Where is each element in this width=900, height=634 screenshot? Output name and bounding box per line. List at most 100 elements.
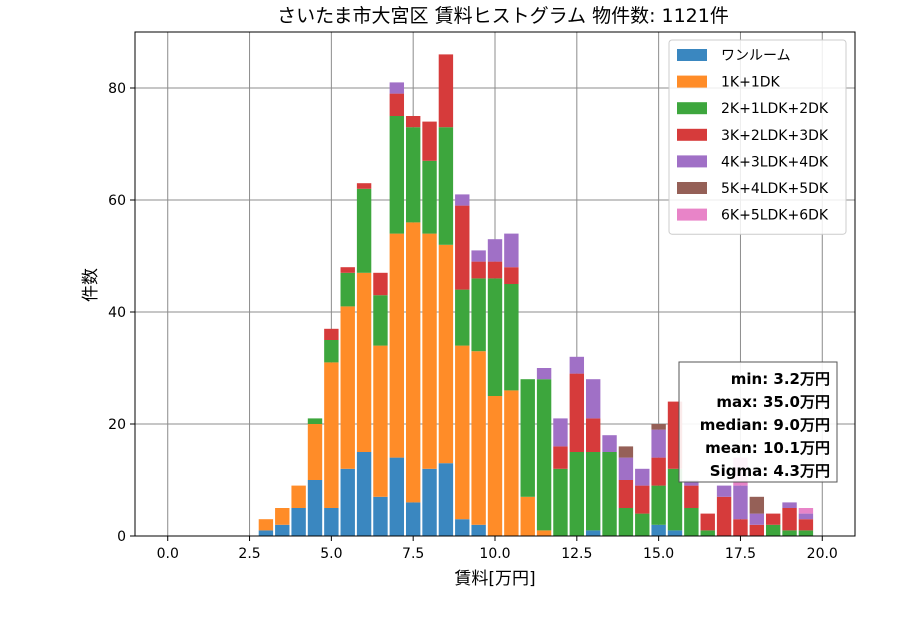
bar-segment-series-1 — [471, 351, 486, 525]
bar-segment-series-3 — [733, 519, 748, 536]
bar-segment-series-4 — [733, 485, 748, 520]
x-tick-label: 12.5 — [561, 546, 592, 562]
legend-swatch — [677, 102, 707, 115]
bar-segment-series-0 — [651, 524, 666, 536]
legend-label: 4K+3LDK+4DK — [721, 154, 829, 170]
bar-segment-series-3 — [716, 496, 732, 536]
bar-segment-series-0 — [455, 519, 470, 536]
bar-segment-series-2 — [487, 278, 503, 396]
bars — [258, 54, 814, 536]
bar-segment-series-4 — [455, 194, 470, 206]
bar-segment-series-0 — [340, 468, 355, 536]
bar-segment-series-4 — [716, 485, 732, 497]
bar-segment-series-2 — [536, 379, 552, 531]
legend-swatch — [677, 75, 707, 88]
bar-segment-series-1 — [324, 362, 339, 508]
stats-line: min: 3.2万円 — [731, 370, 830, 388]
stats-box-frame — [678, 361, 838, 483]
bar-segment-series-2 — [471, 278, 486, 352]
x-tick-label: 20.0 — [807, 546, 838, 562]
bar-segment-series-0 — [405, 502, 421, 536]
legend: ワンルーム 1K+1DK 2K+1LDK+2DK 3K+2LDK+3DK 4K+3LDK… — [668, 39, 847, 235]
y-axis-title: 件数 — [81, 268, 101, 302]
bar-segment-series-2 — [782, 530, 797, 536]
bar-segment-series-0 — [389, 457, 405, 536]
stats-box: min: 3.2万円 max: 35.0万円 median: 9.0万円 mean: … — [678, 361, 838, 483]
x-tick-label: 2.5 — [238, 546, 260, 562]
bar-segment-series-2 — [504, 284, 519, 391]
bar-segment-series-2 — [389, 116, 405, 234]
bar-segment-series-2 — [340, 272, 355, 307]
bar-segment-series-3 — [471, 261, 486, 279]
bar-segment-series-3 — [356, 183, 372, 189]
bar-segment-series-4 — [504, 233, 519, 268]
bar-segment-series-1 — [504, 390, 519, 536]
bar-segment-series-1 — [389, 233, 405, 458]
bar-segment-series-2 — [553, 468, 568, 536]
bar-segment-series-0 — [291, 508, 306, 536]
bar-segment-series-5 — [651, 424, 666, 430]
legend-label: 6K+5LDK+6DK — [721, 208, 829, 224]
bar-segment-series-2 — [585, 452, 601, 531]
bar-segment-series-0 — [585, 530, 601, 536]
bar-segment-series-4 — [471, 250, 486, 262]
bar-segment-series-3 — [438, 54, 454, 128]
bar-segment-series-3 — [569, 373, 585, 452]
bar-segment-series-3 — [782, 508, 797, 531]
x-tick-label: 7.5 — [402, 546, 424, 562]
bar-segment-series-0 — [373, 496, 388, 536]
bar-segment-series-3 — [405, 116, 421, 128]
bar-segment-series-3 — [700, 513, 715, 531]
legend-label: 3K+2LDK+3DK — [721, 128, 829, 144]
bar-segment-series-3 — [651, 457, 666, 486]
bar-segment-series-2 — [700, 530, 715, 536]
y-tick-label: 40 — [108, 305, 126, 321]
bar-segment-series-2 — [569, 452, 585, 536]
legend-swatch — [677, 208, 707, 221]
bar-segment-series-2 — [307, 418, 323, 424]
legend-swatch — [677, 182, 707, 194]
bar-segment-series-3 — [373, 272, 388, 296]
bar-segment-series-3 — [422, 121, 437, 161]
bar-segment-series-4 — [782, 502, 797, 508]
bar-segment-series-0 — [324, 508, 339, 536]
stats-line: Sigma: 4.3万円 — [710, 462, 830, 480]
stats-line: max: 35.0万円 — [716, 393, 830, 411]
bar-segment-series-0 — [307, 480, 323, 536]
legend-label: 2K+1LDK+2DK — [721, 101, 829, 117]
x-axis-title: 賃料[万円] — [454, 569, 535, 589]
bar-segment-series-3 — [389, 93, 405, 116]
bar-segment-series-4 — [487, 239, 503, 262]
bar-segment-series-0 — [356, 452, 372, 536]
legend-swatch — [677, 128, 707, 141]
bar-segment-series-4 — [602, 435, 617, 452]
bar-segment-series-1 — [405, 222, 421, 503]
bar-segment-series-4 — [684, 480, 699, 486]
bar-segment-series-1 — [340, 306, 355, 469]
bar-segment-series-4 — [651, 429, 666, 458]
bar-segment-series-1 — [373, 345, 388, 497]
bar-segment-series-4 — [798, 513, 814, 520]
bar-segment-series-1 — [438, 244, 454, 464]
bar-segment-series-0 — [258, 530, 274, 536]
bar-segment-series-0 — [471, 524, 486, 536]
bar-segment-series-2 — [798, 530, 814, 536]
legend-frame — [668, 39, 847, 235]
bar-segment-series-3 — [585, 418, 601, 452]
bar-segment-series-1 — [275, 508, 290, 525]
bar-segment-series-3 — [324, 328, 339, 340]
bar-segment-series-2 — [356, 188, 372, 273]
x-tick-label: 15.0 — [643, 546, 674, 562]
bar-segment-series-0 — [275, 524, 290, 536]
x-tick-label: 10.0 — [479, 546, 510, 562]
y-tick-label: 0 — [117, 529, 126, 545]
bar-segment-series-2 — [422, 160, 437, 234]
bar-segment-series-4 — [569, 356, 585, 374]
bar-segment-series-1 — [291, 485, 306, 508]
x-tick-label: 17.5 — [725, 546, 756, 562]
bar-segment-series-1 — [455, 345, 470, 520]
bar-segment-series-3 — [684, 485, 699, 508]
bar-segment-series-4 — [585, 379, 601, 419]
bar-segment-series-2 — [618, 508, 634, 536]
